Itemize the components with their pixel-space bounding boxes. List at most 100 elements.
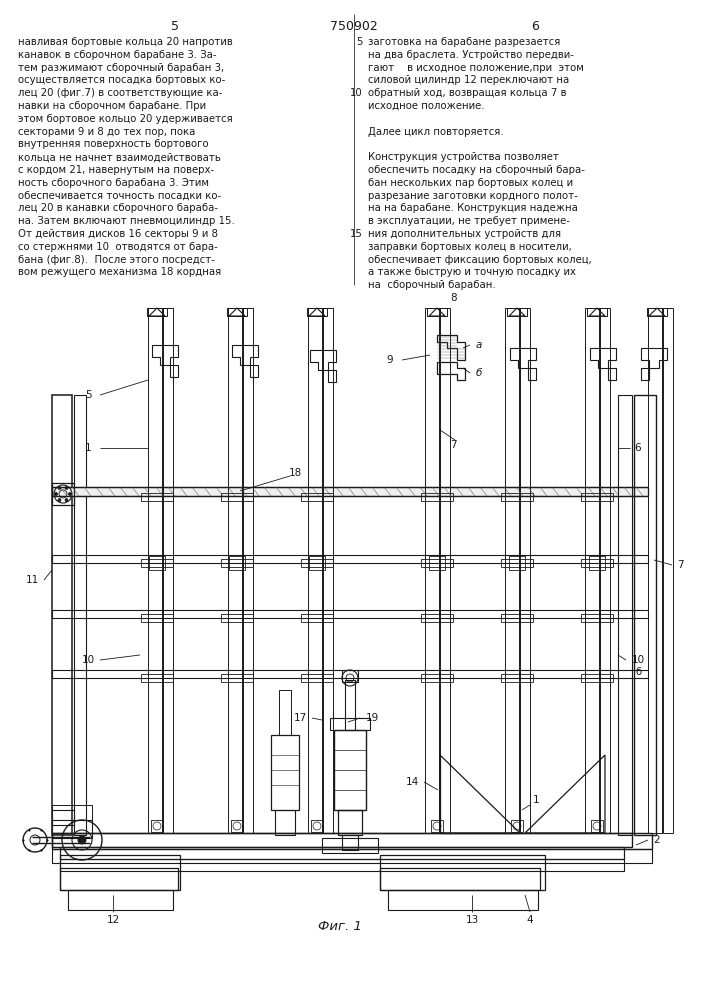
- Bar: [221, 614, 253, 622]
- Text: 8: 8: [450, 293, 457, 303]
- Bar: [581, 614, 613, 622]
- Text: 1: 1: [85, 443, 91, 453]
- Bar: [342, 835, 358, 850]
- Bar: [141, 493, 173, 501]
- Text: ность сборочного барабана 3. Этим: ность сборочного барабана 3. Этим: [18, 178, 209, 188]
- Bar: [322, 838, 378, 853]
- Bar: [581, 674, 613, 682]
- Text: 2: 2: [654, 835, 660, 845]
- Bar: [141, 674, 173, 682]
- Text: секторами 9 и 8 до тех пор, пока: секторами 9 и 8 до тех пор, пока: [18, 127, 195, 137]
- Bar: [141, 614, 173, 622]
- Bar: [229, 563, 245, 570]
- Text: исходное положение.: исходное положение.: [368, 101, 484, 111]
- Bar: [307, 308, 327, 316]
- Text: осуществляется посадка бортовых ко-: осуществляется посадка бортовых ко-: [18, 75, 226, 85]
- Text: Конструкция устройства позволяет: Конструкция устройства позволяет: [368, 152, 559, 162]
- Bar: [501, 674, 533, 682]
- Bar: [275, 810, 295, 835]
- Text: в эксплуатации, не требует примене-: в эксплуатации, не требует примене-: [368, 216, 570, 226]
- Bar: [52, 833, 652, 849]
- Bar: [52, 820, 92, 838]
- Text: 750902: 750902: [329, 20, 378, 33]
- Text: силовой цилиндр 12 переключают на: силовой цилиндр 12 переключают на: [368, 75, 569, 85]
- Bar: [501, 493, 533, 501]
- Text: 7: 7: [677, 560, 683, 570]
- Text: канавок в сборочном барабане 3. За-: канавок в сборочном барабане 3. За-: [18, 50, 216, 60]
- Text: 17: 17: [293, 713, 307, 723]
- Text: навливая бортовые кольца 20 напротив: навливая бортовые кольца 20 напротив: [18, 37, 233, 47]
- Bar: [587, 308, 607, 316]
- Text: 14: 14: [405, 777, 419, 787]
- Text: лец 20 (фиг.7) в соответствующие ка-: лец 20 (фиг.7) в соответствующие ка-: [18, 88, 223, 98]
- Bar: [505, 308, 519, 833]
- Text: на два браслета. Устройство передви-: на два браслета. Устройство передви-: [368, 50, 574, 60]
- Bar: [221, 493, 253, 501]
- Bar: [311, 820, 323, 832]
- Text: ния дополнительных устройств для: ния дополнительных устройств для: [368, 229, 561, 239]
- Text: б: б: [476, 368, 482, 378]
- Bar: [163, 308, 173, 833]
- Text: Далее цикл повторяется.: Далее цикл повторяется.: [368, 127, 503, 137]
- Bar: [60, 859, 624, 871]
- Text: б: б: [635, 667, 641, 677]
- Bar: [581, 559, 613, 567]
- Bar: [149, 556, 165, 563]
- Bar: [309, 556, 325, 563]
- Text: обеспечить посадку на сборочный бара-: обеспечить посадку на сборочный бара-: [368, 165, 585, 175]
- Text: заправки бортовых колец в носители,: заправки бортовых колец в носители,: [368, 242, 572, 252]
- Bar: [301, 614, 333, 622]
- Bar: [52, 487, 648, 496]
- Text: Фиг. 1: Фиг. 1: [318, 920, 362, 933]
- Bar: [227, 308, 247, 316]
- Bar: [68, 890, 173, 910]
- Text: 13: 13: [465, 915, 479, 925]
- Bar: [52, 395, 72, 835]
- Bar: [440, 308, 450, 833]
- Bar: [52, 670, 648, 678]
- Bar: [149, 563, 165, 570]
- Circle shape: [65, 499, 68, 502]
- Text: От действия дисков 16 секторы 9 и 8: От действия дисков 16 секторы 9 и 8: [18, 229, 218, 239]
- Text: лец 20 в канавки сборочного бараба-: лец 20 в канавки сборочного бараба-: [18, 203, 218, 213]
- Text: бан нескольких пар бортовых колец и: бан нескольких пар бортовых колец и: [368, 178, 573, 188]
- Bar: [421, 614, 453, 622]
- Bar: [509, 563, 525, 570]
- Text: гают    в исходное положение,при  этом: гают в исходное положение,при этом: [368, 63, 584, 73]
- Bar: [309, 563, 325, 570]
- Bar: [243, 308, 253, 833]
- Text: 5: 5: [171, 20, 179, 33]
- Bar: [380, 855, 545, 890]
- Text: 1: 1: [532, 795, 539, 805]
- Bar: [501, 559, 533, 567]
- Bar: [591, 820, 603, 832]
- Text: 12: 12: [106, 915, 119, 925]
- Bar: [663, 308, 673, 833]
- Bar: [228, 308, 242, 833]
- Bar: [520, 308, 530, 833]
- Text: разрезание заготовки кордного полот-: разрезание заготовки кордного полот-: [368, 191, 578, 201]
- Bar: [151, 820, 163, 832]
- Bar: [511, 820, 523, 832]
- Text: внутренняя поверхность бортового: внутренняя поверхность бортового: [18, 139, 209, 149]
- Text: 10: 10: [631, 655, 645, 665]
- Bar: [60, 847, 624, 859]
- Bar: [52, 849, 652, 863]
- Bar: [231, 820, 243, 832]
- Text: со стержнями 10  отводятся от бара-: со стержнями 10 отводятся от бара-: [18, 242, 218, 252]
- Bar: [421, 493, 453, 501]
- Text: 5: 5: [356, 37, 363, 47]
- Bar: [52, 610, 648, 618]
- Bar: [330, 718, 370, 730]
- Bar: [429, 563, 445, 570]
- Bar: [345, 680, 355, 730]
- Bar: [380, 868, 540, 890]
- Text: 11: 11: [25, 575, 39, 585]
- Circle shape: [78, 836, 86, 844]
- Bar: [634, 395, 656, 835]
- Bar: [589, 563, 605, 570]
- Bar: [301, 493, 333, 501]
- Bar: [148, 308, 162, 833]
- Text: на  сборочный барабан.: на сборочный барабан.: [368, 280, 496, 290]
- Bar: [388, 890, 538, 910]
